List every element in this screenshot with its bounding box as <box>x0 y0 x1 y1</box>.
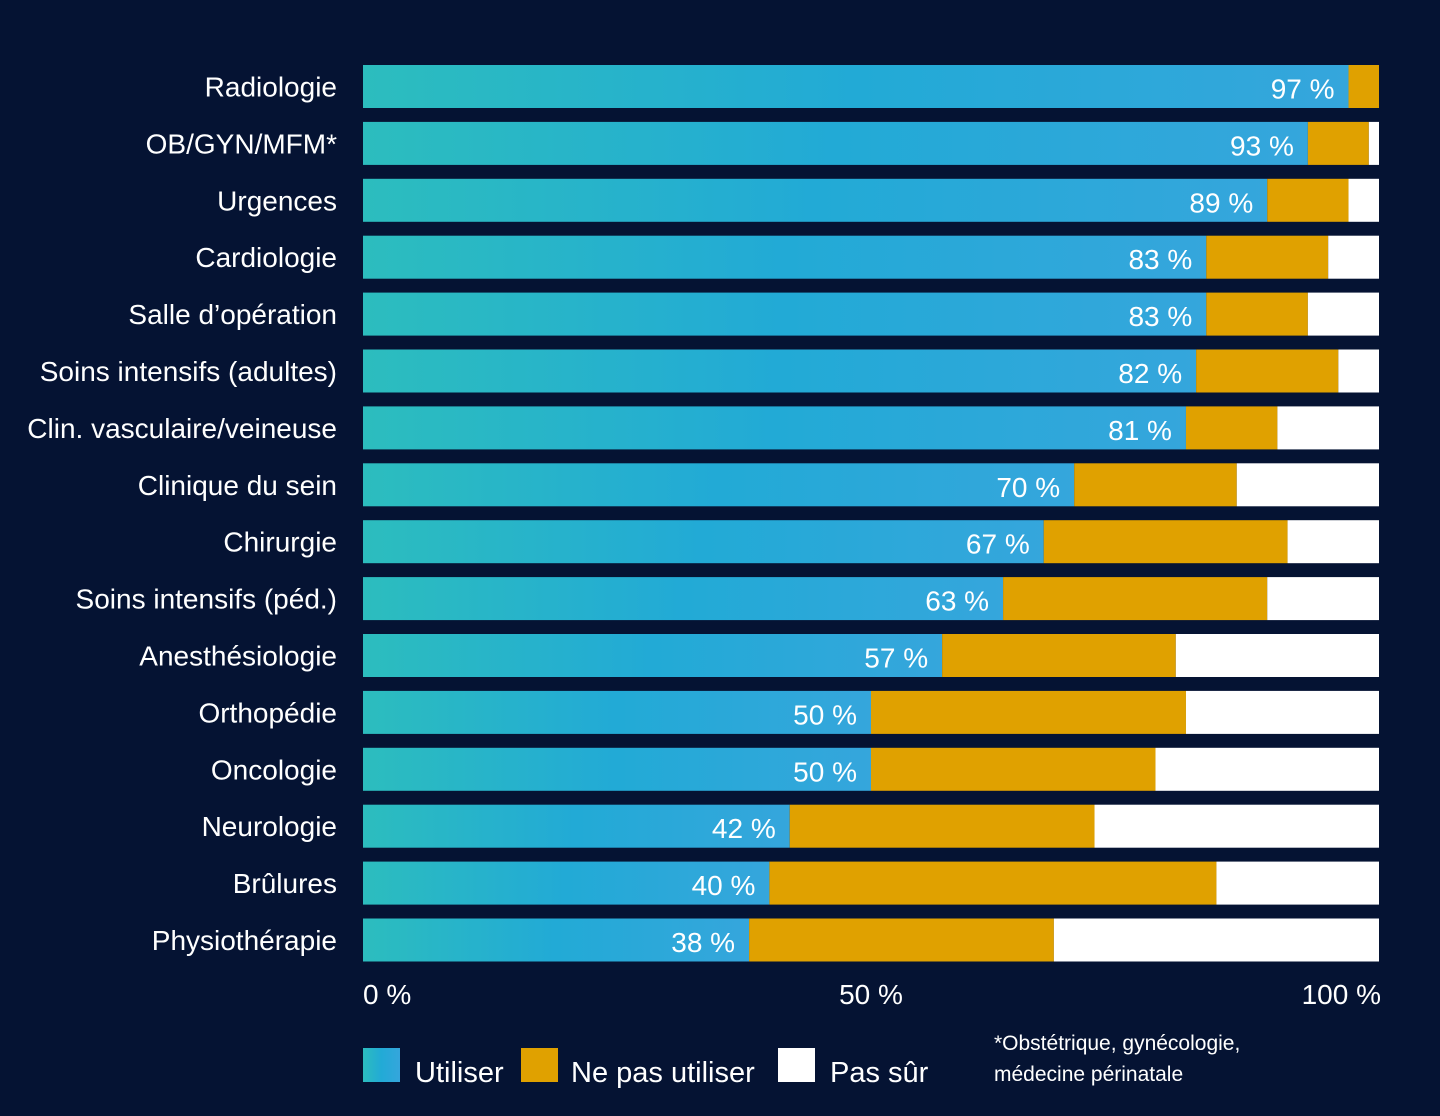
bar-segment-pas-sur <box>1348 178 1379 222</box>
x-tick-label: 100 % <box>1302 979 1381 1010</box>
legend-label: Ne pas utiliser <box>571 1057 755 1089</box>
category-label: Cardiologie <box>195 242 337 273</box>
data-label: 40 % <box>692 870 756 901</box>
bar-segment-pas-sur <box>1175 634 1379 677</box>
bar-segment-pas-sur <box>1307 292 1379 336</box>
category-label: Physiothérapie <box>152 925 337 956</box>
bar-segment-ne-pas-utiliser <box>1348 65 1379 108</box>
bar-segment-utiliser <box>363 804 790 848</box>
data-label: 50 % <box>793 756 857 787</box>
legend-swatch-utiliser <box>363 1048 400 1082</box>
data-label: 70 % <box>996 472 1060 503</box>
bar-segment-utiliser <box>363 235 1207 279</box>
category-label: Clin. vasculaire/veineuse <box>27 413 337 444</box>
bar-segment-ne-pas-utiliser <box>871 747 1156 791</box>
bar-segment-utiliser <box>363 577 1004 621</box>
bar-segment-ne-pas-utiliser <box>942 634 1176 677</box>
bars-layer <box>363 65 1379 962</box>
data-label: 67 % <box>966 529 1030 560</box>
bar-segment-pas-sur <box>1338 349 1379 393</box>
legend-swatch-ne-pas-utiliser <box>521 1048 558 1082</box>
bar-segment-utiliser <box>363 634 943 677</box>
bar-segment-ne-pas-utiliser <box>749 918 1054 962</box>
bar-segment-utiliser <box>363 65 1349 108</box>
bar-segment-pas-sur <box>1236 463 1379 507</box>
bar-segment-ne-pas-utiliser <box>1307 121 1369 165</box>
legend-label: Utiliser <box>415 1057 504 1089</box>
legend-label: Pas sûr <box>830 1057 929 1089</box>
bar-segment-utiliser <box>363 121 1308 165</box>
x-tick-label: 50 % <box>839 979 903 1010</box>
bar-segment-ne-pas-utiliser <box>871 690 1186 734</box>
bar-segment-utiliser <box>363 918 750 962</box>
data-label: 83 % <box>1128 244 1192 275</box>
category-label: Soins intensifs (péd.) <box>76 584 337 615</box>
bar-segment-pas-sur <box>1216 861 1379 905</box>
bar-segment-pas-sur <box>1155 747 1379 791</box>
data-label: 97 % <box>1271 74 1335 105</box>
category-label: Salle d’opération <box>128 299 337 330</box>
bar-segment-utiliser <box>363 861 770 905</box>
legend-swatch-pas-sur <box>778 1048 815 1082</box>
legend: Utiliser Ne pas utiliser Pas sûr <box>363 1048 929 1089</box>
category-label: Brûlures <box>233 868 337 899</box>
bar-segment-utiliser <box>363 178 1268 222</box>
bar-segment-pas-sur <box>1185 690 1379 734</box>
category-label: OB/GYN/MFM* <box>146 128 337 159</box>
labels-layer: Radiologie 97 % OB/GYN/MFM* 93 % Urgences 89 … <box>27 72 1334 959</box>
data-label: 83 % <box>1128 301 1192 332</box>
category-label: Oncologie <box>211 754 337 785</box>
category-label: Soins intensifs (adultes) <box>40 356 337 387</box>
data-label: 50 % <box>793 699 857 730</box>
category-label: Urgences <box>217 185 337 216</box>
data-label: 93 % <box>1230 130 1294 161</box>
data-label: 89 % <box>1189 187 1253 218</box>
bar-segment-ne-pas-utiliser <box>769 861 1217 905</box>
bar-segment-utiliser <box>363 292 1207 336</box>
bar-segment-pas-sur <box>1094 804 1379 848</box>
bar-segment-pas-sur <box>1267 577 1379 621</box>
footnote-line: *Obstétrique, gynécologie, <box>994 1032 1241 1055</box>
bar-segment-utiliser <box>363 349 1197 393</box>
bar-segment-utiliser <box>363 520 1044 564</box>
bar-segment-ne-pas-utiliser <box>789 804 1095 848</box>
bar-segment-pas-sur <box>1277 406 1379 450</box>
bar-segment-ne-pas-utiliser <box>1206 235 1329 279</box>
footnote-line: médecine périnatale <box>994 1063 1184 1086</box>
category-label: Clinique du sein <box>138 470 337 501</box>
bar-segment-pas-sur <box>1328 235 1379 279</box>
bar-segment-ne-pas-utiliser <box>1043 520 1288 564</box>
data-label: 57 % <box>864 643 928 674</box>
data-label: 63 % <box>925 586 989 617</box>
bar-segment-ne-pas-utiliser <box>1074 463 1237 507</box>
bar-segment-utiliser <box>363 406 1186 450</box>
x-tick-label: 0 % <box>363 979 411 1010</box>
bar-segment-pas-sur <box>1368 121 1379 165</box>
bar-segment-utiliser <box>363 463 1075 507</box>
data-label: 82 % <box>1118 358 1182 389</box>
bar-segment-utiliser <box>363 690 871 734</box>
footnote: *Obstétrique, gynécologie, médecine péri… <box>994 1028 1240 1090</box>
data-label: 42 % <box>712 813 776 844</box>
category-label: Radiologie <box>205 72 337 103</box>
bar-segment-ne-pas-utiliser <box>1185 406 1278 450</box>
bar-segment-ne-pas-utiliser <box>1003 577 1268 621</box>
bar-segment-ne-pas-utiliser <box>1267 178 1349 222</box>
category-label: Neurologie <box>202 811 337 842</box>
bar-segment-utiliser <box>363 747 871 791</box>
category-label: Chirurgie <box>223 527 337 558</box>
bar-segment-pas-sur <box>1053 918 1379 962</box>
data-label: 81 % <box>1108 415 1172 446</box>
category-label: Orthopédie <box>198 697 337 728</box>
bar-segment-ne-pas-utiliser <box>1206 292 1308 336</box>
bar-segment-pas-sur <box>1287 520 1379 564</box>
category-label: Anesthésiologie <box>139 641 337 672</box>
data-label: 38 % <box>671 927 735 958</box>
x-axis: 0 % 50 % 100 % <box>363 979 1381 1010</box>
bar-segment-ne-pas-utiliser <box>1196 349 1339 393</box>
